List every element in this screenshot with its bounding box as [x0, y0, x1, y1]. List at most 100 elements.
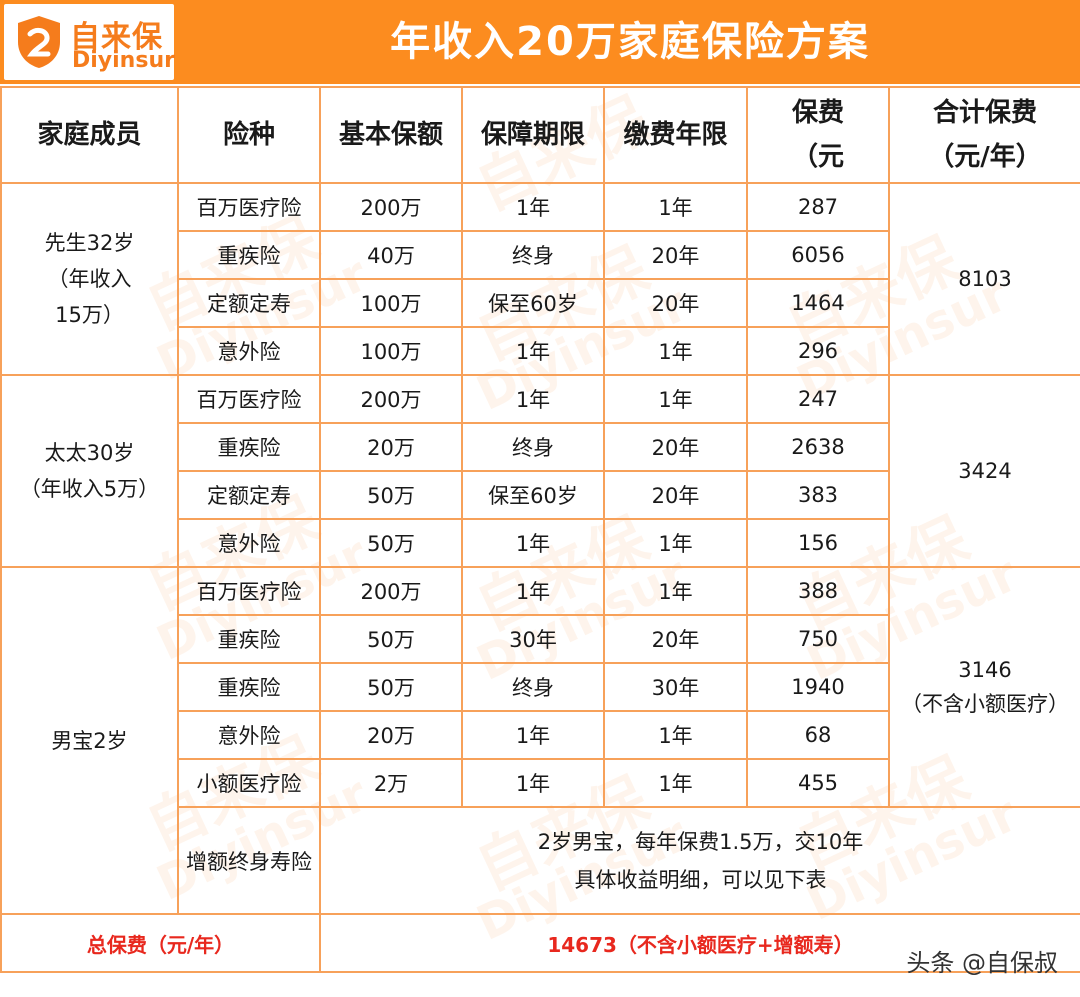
type-cell: 意外险 [177, 326, 321, 376]
col-header-total: 合计保费 （元/年） [888, 86, 1080, 184]
table-row: 小额医疗险 2万 1年 1年 455 [1, 758, 1080, 808]
amount-cell: 200万 [319, 182, 463, 232]
pay-cell: 20年 [603, 470, 748, 520]
type-cell: 百万医疗险 [177, 374, 321, 424]
type-cell: 意外险 [177, 518, 321, 568]
type-cell: 百万医疗险 [177, 566, 321, 616]
premium-cell: 750 [746, 614, 890, 664]
table-row: 重疾险 50万 终身 30年 1940 [1, 662, 1080, 712]
member-line: 15万） [55, 303, 124, 327]
amount-cell: 100万 [319, 326, 463, 376]
term-cell: 1年 [461, 710, 605, 760]
premium-cell: 383 [746, 470, 890, 520]
grand-total-value: 14673（不含小额医疗+增额寿） [319, 913, 1080, 973]
pay-cell: 20年 [603, 278, 748, 328]
term-cell: 1年 [461, 326, 605, 376]
table-row: 增额终身寿险 2岁男宝，每年保费1.5万，交10年 具体收益明细，可以见下表 [1, 806, 1080, 915]
col-header-term: 保障期限 [461, 86, 605, 184]
premium-cell: 296 [746, 326, 890, 376]
table-row: 重疾险 20万 终身 20年 2638 [1, 422, 1080, 472]
brand-name-cn: 自来保 [70, 20, 163, 55]
type-cell: 增额终身寿险 [177, 806, 321, 915]
table-row: 太太30岁 （年收入5万） 百万医疗险 200万 1年 1年 247 3424 [0, 374, 1080, 568]
type-cell: 小额医疗险 [177, 758, 321, 808]
col-header-premium-line1: 保费 [791, 98, 844, 128]
total-line: （不含小额医疗） [901, 692, 1069, 716]
grand-total-label: 总保费（元/年） [0, 913, 321, 973]
insurance-plan-table: 家庭成员 险种 基本保额 保障期限 缴费年限 保费 （元 合计保费 （元/年） 先生… [0, 86, 1080, 973]
pay-cell: 1年 [603, 518, 748, 568]
member-cell: 男宝2岁 [0, 566, 179, 915]
col-header-premium: 保费 （元 [746, 86, 890, 184]
col-header-member: 家庭成员 [0, 86, 179, 184]
table-row: 男宝2岁 百万医疗险 200万 1年 1年 388 3146 （不含小额医疗） [0, 566, 1080, 915]
premium-cell: 287 [746, 182, 890, 232]
term-cell: 1年 [461, 374, 605, 424]
total-line: 3424 [958, 459, 1012, 483]
pay-cell: 1年 [603, 326, 748, 376]
table-row: 定额定寿 100万 保至60岁 20年 1464 [1, 278, 1080, 328]
source-credit: 头条 @自保叔 [906, 949, 1058, 977]
header-banner: 自来保 Diyinsur 年收入20万家庭保险方案 [0, 0, 1080, 84]
amount-cell: 200万 [319, 566, 463, 616]
premium-cell: 388 [746, 566, 890, 616]
type-cell: 意外险 [177, 710, 321, 760]
amount-cell: 50万 [319, 662, 463, 712]
table-row: 意外险 50万 1年 1年 156 [1, 518, 1080, 568]
pay-cell: 1年 [603, 710, 748, 760]
total-cell: 8103 [888, 182, 1080, 376]
premium-cell: 6056 [746, 230, 890, 280]
term-cell: 终身 [461, 422, 605, 472]
table-row: 重疾险 50万 30年 20年 750 [1, 614, 1080, 664]
term-cell: 终身 [461, 662, 605, 712]
type-cell: 定额定寿 [177, 278, 321, 328]
member-cell: 先生32岁 （年收入 15万） [0, 182, 179, 376]
term-cell: 1年 [461, 518, 605, 568]
term-cell: 30年 [461, 614, 605, 664]
col-header-premium-line2: （元 [791, 142, 844, 172]
note-line: 具体收益明细，可以见下表 [574, 867, 827, 892]
premium-cell: 1940 [746, 662, 890, 712]
table-row: 重疾险 40万 终身 20年 6056 [1, 230, 1080, 280]
term-cell: 1年 [461, 182, 605, 232]
note-cell: 2岁男宝，每年保费1.5万，交10年 具体收益明细，可以见下表 [319, 806, 1080, 915]
pay-cell: 20年 [603, 230, 748, 280]
premium-cell: 2638 [746, 422, 890, 472]
total-cell: 3424 [888, 374, 1080, 568]
col-header-pay-years: 缴费年限 [603, 86, 748, 184]
member-cell: 太太30岁 （年收入5万） [0, 374, 179, 568]
header-row: 家庭成员 险种 基本保额 保障期限 缴费年限 保费 （元 合计保费 （元/年） [0, 86, 1080, 184]
amount-cell: 40万 [319, 230, 463, 280]
type-cell: 定额定寿 [177, 470, 321, 520]
type-cell: 重疾险 [177, 230, 321, 280]
member-line: 男宝2岁 [51, 728, 128, 753]
term-cell: 保至60岁 [461, 470, 605, 520]
page-title: 年收入20万家庭保险方案 [390, 19, 870, 65]
premium-cell: 1464 [746, 278, 890, 328]
brand-name-en: Diyinsur [72, 48, 175, 73]
type-cell: 重疾险 [177, 662, 321, 712]
premium-cell: 68 [746, 710, 890, 760]
member-line: 太太30岁 [44, 441, 135, 465]
amount-cell: 20万 [319, 710, 463, 760]
amount-cell: 50万 [319, 518, 463, 568]
amount-cell: 2万 [319, 758, 463, 808]
col-header-type: 险种 [177, 86, 321, 184]
term-cell: 1年 [461, 758, 605, 808]
amount-cell: 50万 [319, 614, 463, 664]
col-header-total-line1: 合计保费 [932, 98, 1037, 128]
term-cell: 终身 [461, 230, 605, 280]
amount-cell: 200万 [319, 374, 463, 424]
col-header-amount: 基本保额 [319, 86, 463, 184]
premium-cell: 156 [746, 518, 890, 568]
type-cell: 重疾险 [177, 614, 321, 664]
total-line: 3146 [958, 658, 1012, 682]
amount-cell: 50万 [319, 470, 463, 520]
pay-cell: 20年 [603, 422, 748, 472]
table-row: 先生32岁 （年收入 15万） 百万医疗险 200万 1年 1年 287 810… [0, 182, 1080, 376]
pay-cell: 1年 [603, 182, 748, 232]
table-row: 意外险 20万 1年 1年 68 [1, 710, 1080, 760]
grand-total-row: 总保费（元/年） 14673（不含小额医疗+增额寿） [0, 913, 1080, 973]
table-row: 定额定寿 50万 保至60岁 20年 383 [1, 470, 1080, 520]
pay-cell: 1年 [603, 566, 748, 616]
